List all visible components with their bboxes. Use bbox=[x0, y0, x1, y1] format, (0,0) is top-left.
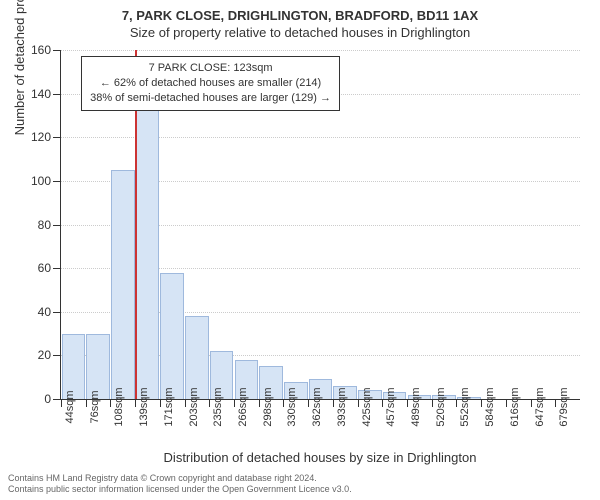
x-tick bbox=[135, 399, 136, 407]
histogram-bar bbox=[160, 273, 183, 400]
y-tick-label: 0 bbox=[44, 392, 51, 406]
x-tick-label: 108sqm bbox=[113, 387, 125, 426]
y-tick bbox=[53, 312, 61, 313]
histogram-bar bbox=[86, 334, 109, 399]
y-tick-label: 20 bbox=[38, 348, 51, 362]
x-tick bbox=[209, 399, 210, 407]
y-tick-label: 120 bbox=[31, 130, 51, 144]
x-tick-label: 520sqm bbox=[435, 387, 447, 426]
y-tick bbox=[53, 225, 61, 226]
y-tick bbox=[53, 181, 61, 182]
histogram-bar bbox=[136, 105, 159, 399]
x-tick-label: 552sqm bbox=[459, 387, 471, 426]
y-axis-title: Number of detached properties bbox=[12, 0, 27, 135]
y-tick bbox=[53, 94, 61, 95]
x-tick bbox=[531, 399, 532, 407]
x-tick bbox=[283, 399, 284, 407]
x-tick-label: 266sqm bbox=[237, 387, 249, 426]
x-tick-label: 457sqm bbox=[385, 387, 397, 426]
x-tick-label: 584sqm bbox=[484, 387, 496, 426]
y-tick bbox=[53, 50, 61, 51]
x-tick-label: 616sqm bbox=[509, 387, 521, 426]
x-tick-label: 679sqm bbox=[558, 387, 570, 426]
y-tick-label: 100 bbox=[31, 174, 51, 188]
x-tick bbox=[185, 399, 186, 407]
callout-line: ← 62% of detached houses are smaller (21… bbox=[90, 76, 331, 91]
histogram-bar bbox=[62, 334, 85, 399]
y-tick-label: 140 bbox=[31, 87, 51, 101]
x-tick bbox=[555, 399, 556, 407]
chart-title-sub: Size of property relative to detached ho… bbox=[0, 23, 600, 40]
x-tick bbox=[432, 399, 433, 407]
x-tick-label: 76sqm bbox=[89, 390, 101, 423]
x-tick bbox=[456, 399, 457, 407]
x-tick bbox=[110, 399, 111, 407]
x-tick-label: 425sqm bbox=[361, 387, 373, 426]
y-tick-label: 60 bbox=[38, 261, 51, 275]
x-tick bbox=[333, 399, 334, 407]
x-tick bbox=[506, 399, 507, 407]
x-tick-label: 235sqm bbox=[212, 387, 224, 426]
callout-box: 7 PARK CLOSE: 123sqm← 62% of detached ho… bbox=[81, 56, 340, 111]
x-tick-label: 44sqm bbox=[64, 390, 76, 423]
x-tick bbox=[382, 399, 383, 407]
x-tick-label: 393sqm bbox=[336, 387, 348, 426]
x-tick-label: 203sqm bbox=[188, 387, 200, 426]
y-tick-label: 80 bbox=[38, 218, 51, 232]
y-tick-label: 40 bbox=[38, 305, 51, 319]
chart-title-main: 7, PARK CLOSE, DRIGHLINGTON, BRADFORD, B… bbox=[0, 0, 600, 23]
footer-attribution: Contains HM Land Registry data © Crown c… bbox=[8, 473, 352, 496]
x-tick bbox=[308, 399, 309, 407]
x-tick bbox=[407, 399, 408, 407]
footer-line-2: Contains public sector information licen… bbox=[8, 484, 352, 496]
footer-line-1: Contains HM Land Registry data © Crown c… bbox=[8, 473, 352, 485]
y-tick bbox=[53, 137, 61, 138]
y-tick bbox=[53, 399, 61, 400]
y-tick bbox=[53, 268, 61, 269]
gridline bbox=[61, 50, 580, 51]
x-tick bbox=[234, 399, 235, 407]
plot-area: 02040608010012014016044sqm76sqm108sqm139… bbox=[60, 50, 580, 400]
x-tick-label: 330sqm bbox=[286, 387, 298, 426]
x-tick-label: 171sqm bbox=[163, 387, 175, 426]
x-tick bbox=[61, 399, 62, 407]
x-tick-label: 489sqm bbox=[410, 387, 422, 426]
x-tick bbox=[160, 399, 161, 407]
x-tick bbox=[86, 399, 87, 407]
x-tick-label: 298sqm bbox=[262, 387, 274, 426]
x-tick bbox=[358, 399, 359, 407]
x-tick bbox=[259, 399, 260, 407]
x-axis-title: Distribution of detached houses by size … bbox=[60, 450, 580, 465]
y-tick bbox=[53, 355, 61, 356]
callout-line: 38% of semi-detached houses are larger (… bbox=[90, 91, 331, 106]
x-tick-label: 139sqm bbox=[138, 387, 150, 426]
x-tick-label: 647sqm bbox=[534, 387, 546, 426]
histogram-bar bbox=[111, 170, 134, 399]
y-tick-label: 160 bbox=[31, 43, 51, 57]
x-tick-label: 362sqm bbox=[311, 387, 323, 426]
x-tick bbox=[481, 399, 482, 407]
callout-line: 7 PARK CLOSE: 123sqm bbox=[90, 61, 331, 76]
